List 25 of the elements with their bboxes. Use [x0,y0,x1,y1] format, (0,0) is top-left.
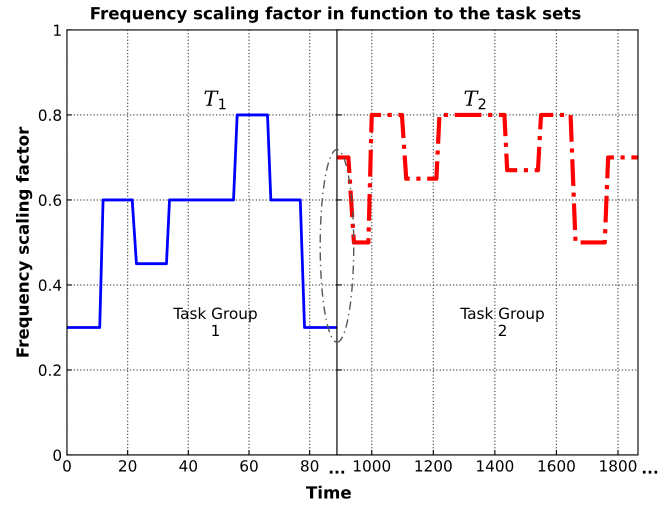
x-tick-label: 80 [300,460,318,472]
text: ··· [642,470,658,474]
annotation: Task Group 1 [173,307,257,336]
y-tick-label: 0 [53,449,62,462]
y-tick-label: 0.2 [38,364,61,376]
x-tick-label: 1600 [538,460,575,472]
x-tick-label: 1800 [600,460,636,472]
x-tick-label: 20 [119,460,136,472]
annotation: T$_{2}$ [464,90,486,110]
x-tick-label: 40 [179,460,198,472]
x-tick-label: 1400 [477,460,514,472]
x-tick-label: 1000 [354,460,390,472]
y-tick-label: 1 [54,24,61,36]
annotation: Task Group 2 [460,307,544,336]
x-axis-title: Time [306,486,351,499]
y-tick-label: 0.4 [38,279,62,291]
annotation: T$_{1}$ [204,90,226,110]
x-tick-label: 1200 [416,460,452,472]
y-axis-title: Frequency scaling factor [16,126,32,357]
y-tick-label: 0.8 [38,109,62,121]
chart-title: Frequency scaling factor in function to the task sets [91,6,580,23]
x-tick-label: 0 [63,460,71,472]
text: ··· [330,470,344,474]
x-tick-label: 60 [240,460,258,472]
y-tick-label: 0.6 [38,194,62,206]
